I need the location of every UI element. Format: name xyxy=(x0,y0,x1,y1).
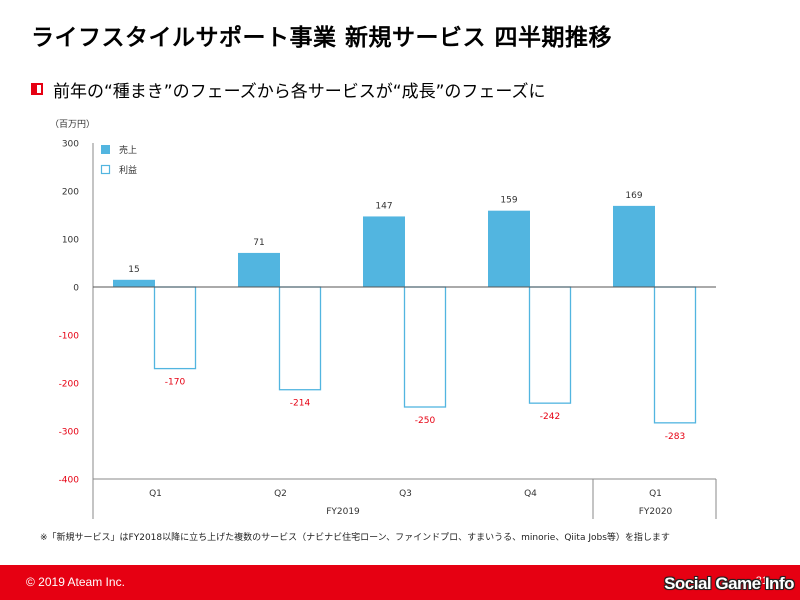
y-tick-label: 100 xyxy=(62,236,79,246)
y-tick-label: -200 xyxy=(59,380,80,390)
copyright: © 2019 Ateam Inc. xyxy=(26,575,125,589)
y-tick-label: 0 xyxy=(73,284,79,294)
sales-bar xyxy=(238,252,280,287)
category-label: Q4 xyxy=(524,489,537,499)
subtitle-row: 前年の“種まき”のフェーズから各サービスが“成長”のフェーズに xyxy=(31,78,546,102)
sales-bar xyxy=(113,279,155,287)
sales-bar xyxy=(613,205,655,287)
legend-label-sales: 売上 xyxy=(119,144,137,156)
footnote: ※「新規サービス」はFY2018以降に立ち上げた複数のサービス（ナビナビ住宅ロー… xyxy=(40,533,670,543)
legend-swatch-sales xyxy=(101,145,110,154)
sales-value-label: 159 xyxy=(500,196,517,206)
profit-value-label: -283 xyxy=(665,432,685,442)
profit-bar xyxy=(153,286,197,370)
sales-value-label: 15 xyxy=(128,265,139,275)
profit-value-label: -250 xyxy=(415,416,436,426)
profit-bar xyxy=(278,286,322,391)
profit-bar xyxy=(403,286,447,408)
page-number: 31 xyxy=(755,575,768,587)
y-tick-label: -400 xyxy=(59,476,80,486)
footer-bar: © 2019 Ateam Inc. 31 xyxy=(0,565,800,600)
y-axis-unit-label: （百万円） xyxy=(50,120,96,130)
y-tick-label: 200 xyxy=(62,188,79,198)
category-label: Q2 xyxy=(274,489,287,499)
watermark-logo: Social Game Info xyxy=(664,574,794,593)
legend-label-profit: 利益 xyxy=(119,164,137,176)
sales-value-label: 169 xyxy=(625,191,642,201)
sales-value-label: 71 xyxy=(253,238,264,248)
y-tick-label: -100 xyxy=(59,332,80,342)
sales-value-label: 147 xyxy=(375,201,392,211)
page-title: ライフスタイルサポート事業 新規サービス 四半期推移 xyxy=(31,25,613,51)
sales-bar xyxy=(488,210,530,287)
sales-bar xyxy=(363,216,405,287)
profit-value-label: -214 xyxy=(290,399,311,409)
legend-swatch-profit xyxy=(100,164,111,175)
y-tick-label: -300 xyxy=(59,428,80,438)
profit-bar xyxy=(528,286,572,404)
y-tick-label: 300 xyxy=(62,140,79,150)
category-label: Q3 xyxy=(399,489,412,499)
subtitle: 前年の“種まき”のフェーズから各サービスが“成長”のフェーズに xyxy=(53,81,546,102)
group-label: FY2020 xyxy=(639,507,673,517)
profit-value-label: -170 xyxy=(165,378,186,388)
profit-bar xyxy=(653,286,697,424)
bullet-square-icon xyxy=(31,83,43,95)
group-label: FY2019 xyxy=(326,507,360,517)
profit-value-label: -242 xyxy=(540,412,560,422)
category-label: Q1 xyxy=(649,489,662,499)
category-label: Q1 xyxy=(149,489,162,499)
